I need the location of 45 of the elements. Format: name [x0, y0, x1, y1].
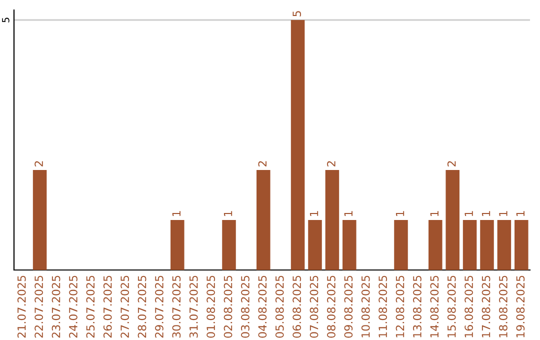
x-tick-label: 27.07.2025	[120, 276, 130, 338]
x-tick-label: 03.08.2025	[241, 276, 250, 338]
x-tick-label: 06.08.2025	[292, 276, 302, 338]
data-label: 1	[430, 211, 438, 216]
x-tick-label: 25.07.2025	[86, 276, 95, 338]
data-label: 1	[482, 211, 490, 216]
data-label: 1	[516, 211, 524, 216]
x-tick-label: 07.08.2025	[310, 276, 318, 338]
x-tick-label: 02.08.2025	[224, 276, 232, 338]
x-tick-label: 31.07.2025	[189, 276, 198, 338]
x-tick-label: 16.08.2025	[464, 276, 474, 338]
x-tick-label: 22.07.2025	[34, 276, 44, 338]
data-label: 2	[258, 161, 266, 166]
x-tick-label: 14.08.2025	[430, 276, 439, 338]
data-label: 2	[447, 161, 456, 166]
x-tick-label: 12.08.2025	[396, 276, 404, 338]
data-label: 1	[172, 211, 180, 216]
x-tick-label: 18.08.2025	[499, 276, 508, 338]
data-label: 1	[464, 211, 473, 216]
data-label: 1	[344, 211, 352, 216]
x-tick-label: 24.07.2025	[69, 276, 78, 338]
x-tick-label: 17.08.2025	[482, 276, 490, 338]
data-label: 1	[224, 211, 232, 216]
x-tick-label: 05.08.2025	[275, 276, 284, 338]
x-tick-label: 09.08.2025	[344, 276, 353, 338]
data-label: 2	[327, 161, 336, 166]
x-tick-label: 10.08.2025	[361, 276, 370, 338]
x-tick-label: 21.07.2025	[17, 276, 26, 338]
x-tick-label: 15.08.2025	[447, 276, 456, 338]
data-label: 2	[34, 161, 43, 166]
x-tick-label: 30.07.2025	[172, 276, 181, 338]
x-tick-label: 19.08.2025	[516, 276, 525, 338]
x-tick-label: 11.08.2025	[378, 276, 388, 338]
data-label: 1	[310, 211, 318, 216]
x-tick-label: 04.08.2025	[258, 276, 267, 338]
x-tick-label: 13.08.2025	[413, 276, 422, 338]
x-tick-label: 28.07.2025	[138, 276, 146, 338]
x-tick-label: 08.08.2025	[327, 276, 336, 338]
x-tick-label: 23.07.2025	[52, 276, 60, 338]
data-label: 1	[499, 211, 508, 216]
data-label: 5	[292, 11, 302, 16]
data-label: 1	[396, 211, 404, 216]
x-tick-label: 26.07.2025	[103, 276, 112, 338]
x-tick-label: 29.07.2025	[155, 276, 164, 338]
x-tick-label: 01.08.2025	[206, 276, 216, 338]
